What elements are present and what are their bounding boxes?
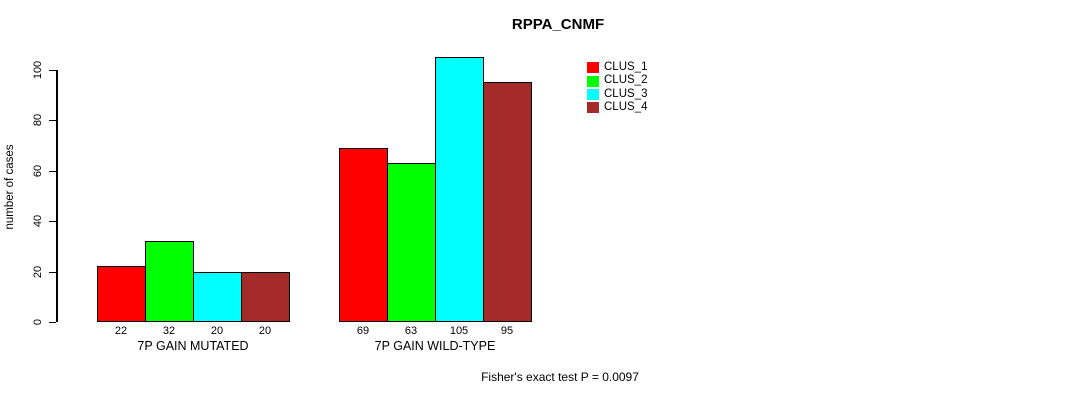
bar-clus_3-2 (435, 56, 484, 322)
y-axis-line (56, 69, 58, 322)
legend-item-clus_1: CLUS_1 (587, 61, 647, 74)
bar-clus_4-2 (483, 82, 532, 322)
bar-clus_2-1 (145, 241, 194, 322)
legend-swatch-icon (587, 62, 599, 74)
category-label: 7P GAIN WILD-TYPE (374, 339, 496, 353)
annotation-text: Fisher's exact test P = 0.0097 (481, 370, 639, 384)
legend-item-clus_3: CLUS_3 (587, 88, 647, 101)
bar-value-label: 105 (449, 325, 469, 337)
y-tick-label: 100 (32, 60, 44, 79)
y-tick (49, 221, 56, 222)
y-tick (49, 170, 56, 172)
bar-value-label: 95 (500, 325, 514, 337)
bar-clus_2-2 (387, 162, 436, 322)
bar-value-label: 20 (210, 325, 224, 337)
legend-label: CLUS_2 (604, 74, 648, 87)
legend-label: CLUS_3 (604, 87, 648, 100)
bar-value-label: 32 (162, 325, 176, 337)
y-tick-label: 80 (32, 113, 44, 127)
legend-swatch-icon (587, 102, 599, 114)
y-tick-label: 40 (32, 214, 44, 228)
bar-value-label: 20 (258, 325, 272, 337)
y-tick (49, 322, 56, 323)
bar-clus_4-1 (241, 271, 290, 322)
y-tick-label: 0 (32, 318, 44, 326)
legend-swatch-icon (587, 75, 599, 87)
bar-clus_3-1 (193, 271, 242, 322)
y-tick-label: 60 (32, 164, 44, 177)
category-label: 7P GAIN MUTATED (137, 339, 249, 353)
y-tick (49, 69, 56, 71)
y-tick (49, 271, 56, 273)
legend-swatch-icon (587, 88, 599, 100)
bar-clus_1-1 (97, 266, 146, 322)
bar-value-label: 69 (356, 325, 370, 337)
bar-value-label: 63 (404, 325, 418, 337)
y-tick-label: 20 (32, 265, 44, 278)
legend: CLUS_1 CLUS_2 CLUS_3 CLUS_4 (587, 61, 647, 115)
y-tick (49, 120, 56, 121)
y-axis-label: number of cases (4, 144, 16, 230)
bar-clus_1-2 (339, 147, 388, 322)
chart-title: RPPA_CNMF (511, 16, 605, 33)
legend-item-clus_4: CLUS_4 (587, 101, 647, 114)
bar-value-label: 22 (114, 325, 128, 337)
legend-label: CLUS_1 (604, 60, 648, 73)
legend-item-clus_2: CLUS_2 (587, 74, 647, 87)
legend-label: CLUS_4 (604, 101, 648, 114)
